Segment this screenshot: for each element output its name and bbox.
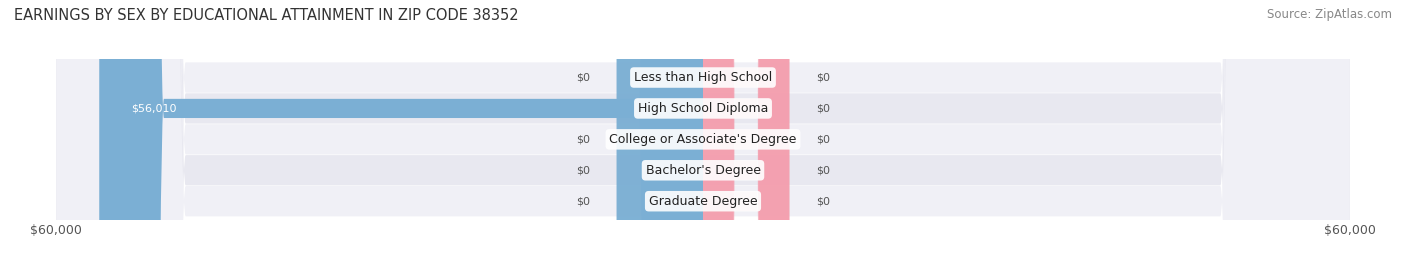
Text: EARNINGS BY SEX BY EDUCATIONAL ATTAINMENT IN ZIP CODE 38352: EARNINGS BY SEX BY EDUCATIONAL ATTAINMEN… bbox=[14, 8, 519, 23]
FancyBboxPatch shape bbox=[703, 0, 789, 268]
Text: Source: ZipAtlas.com: Source: ZipAtlas.com bbox=[1267, 8, 1392, 21]
Text: $0: $0 bbox=[817, 73, 830, 83]
FancyBboxPatch shape bbox=[56, 0, 1350, 268]
FancyBboxPatch shape bbox=[703, 0, 789, 268]
FancyBboxPatch shape bbox=[56, 0, 1350, 268]
FancyBboxPatch shape bbox=[617, 0, 703, 268]
Text: $0: $0 bbox=[576, 134, 591, 144]
Text: $0: $0 bbox=[817, 165, 830, 175]
FancyBboxPatch shape bbox=[56, 0, 1350, 268]
Text: $0: $0 bbox=[817, 196, 830, 206]
Text: Bachelor's Degree: Bachelor's Degree bbox=[645, 164, 761, 177]
Text: $0: $0 bbox=[576, 73, 591, 83]
Text: $0: $0 bbox=[817, 134, 830, 144]
Text: College or Associate's Degree: College or Associate's Degree bbox=[609, 133, 797, 146]
Text: $0: $0 bbox=[576, 165, 591, 175]
Text: $0: $0 bbox=[817, 103, 830, 113]
FancyBboxPatch shape bbox=[617, 0, 703, 268]
FancyBboxPatch shape bbox=[56, 0, 1350, 268]
Text: High School Diploma: High School Diploma bbox=[638, 102, 768, 115]
FancyBboxPatch shape bbox=[617, 0, 703, 268]
Text: $56,010: $56,010 bbox=[132, 103, 177, 113]
FancyBboxPatch shape bbox=[703, 0, 789, 268]
FancyBboxPatch shape bbox=[703, 0, 789, 268]
Text: Graduate Degree: Graduate Degree bbox=[648, 195, 758, 208]
FancyBboxPatch shape bbox=[617, 0, 703, 268]
FancyBboxPatch shape bbox=[100, 0, 703, 268]
FancyBboxPatch shape bbox=[703, 0, 789, 268]
Text: Less than High School: Less than High School bbox=[634, 71, 772, 84]
FancyBboxPatch shape bbox=[56, 0, 1350, 268]
Text: $0: $0 bbox=[576, 196, 591, 206]
